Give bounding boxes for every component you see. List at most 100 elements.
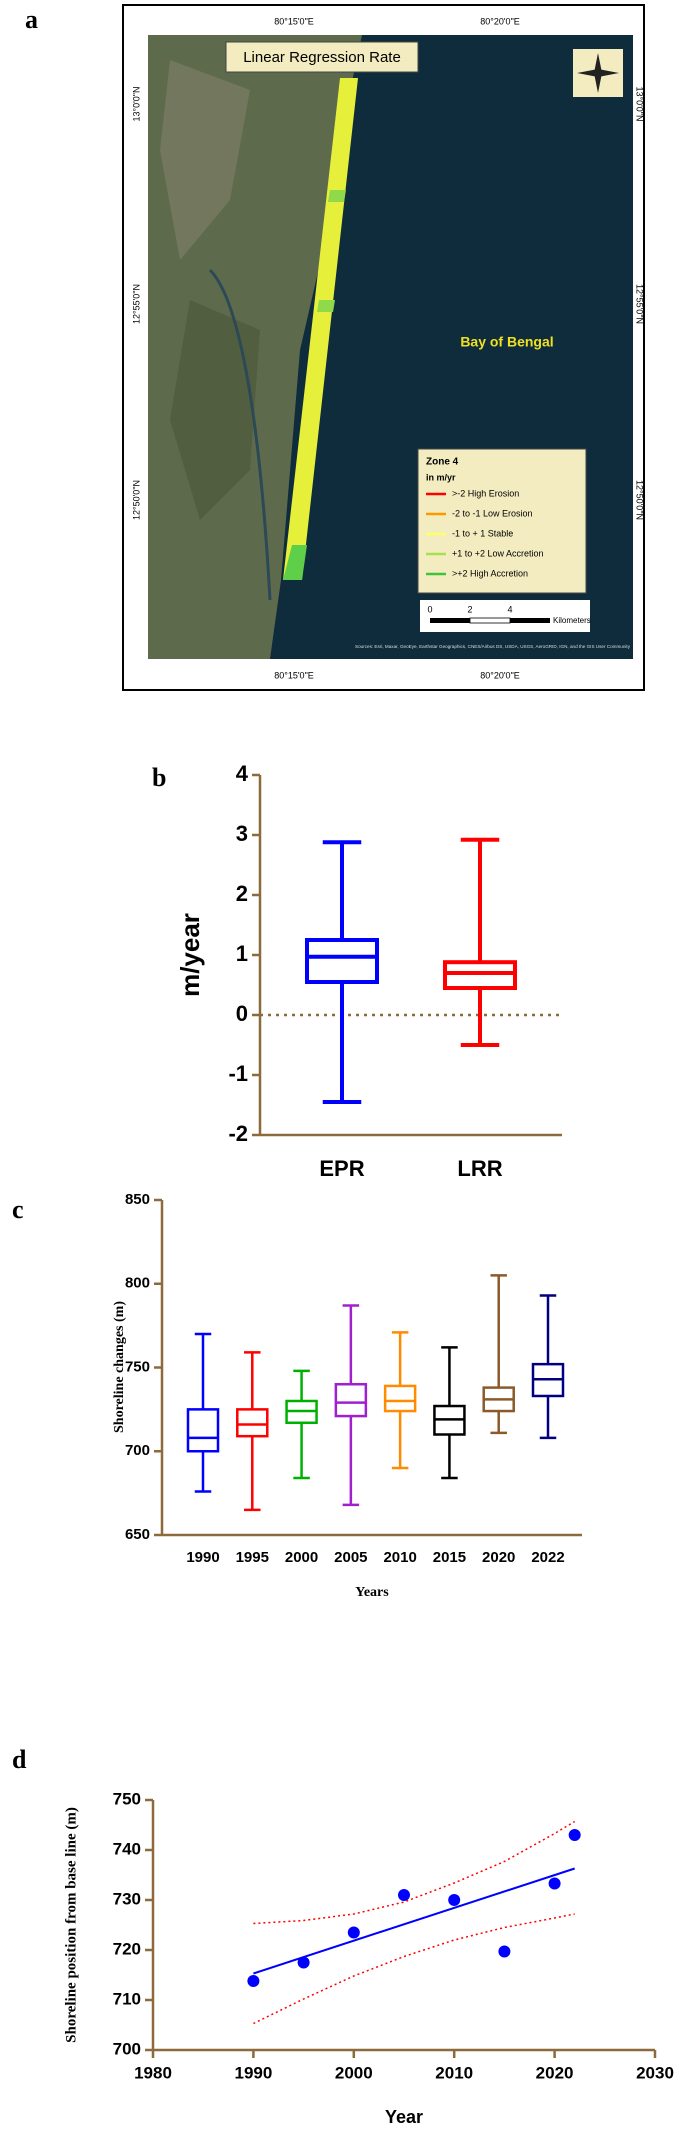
x-tick-label: 2010 bbox=[435, 2063, 473, 2082]
y-tick-label: 750 bbox=[113, 1789, 141, 1808]
y-tick-label: 720 bbox=[113, 1939, 141, 1958]
map-title-box bbox=[225, 41, 419, 73]
x-tick-label: 1990 bbox=[234, 2063, 272, 2082]
box bbox=[186, 1408, 220, 1453]
y-tick-label: 750 bbox=[125, 1358, 150, 1375]
y-tick-label: 800 bbox=[125, 1275, 150, 1292]
y-tick-label: 740 bbox=[113, 1839, 141, 1858]
lat-label: 12°55'0"N bbox=[635, 284, 645, 324]
data-point bbox=[448, 1894, 461, 1906]
data-point bbox=[498, 1945, 511, 1958]
data-point bbox=[568, 1829, 581, 1841]
coast-band bbox=[283, 545, 307, 580]
legend-label: >+2 High Accretion bbox=[452, 568, 528, 578]
legend-unit: in m/yr bbox=[426, 472, 456, 482]
y-tick-label: 1 bbox=[236, 941, 248, 966]
map-panel: a Linear Regression Rate Bay of Bengal 8… bbox=[25, 4, 645, 691]
x-tick-label: 1995 bbox=[236, 1549, 269, 1566]
x-axis-label: Year bbox=[385, 2107, 423, 2127]
box bbox=[383, 1384, 417, 1413]
data-point bbox=[548, 1877, 561, 1890]
panel-label: b bbox=[152, 763, 166, 792]
y-tick-label: 4 bbox=[236, 761, 249, 786]
y-axis-label: m/year bbox=[175, 913, 205, 997]
confidence-band bbox=[253, 1820, 576, 1925]
scale-unit: Kilometers bbox=[553, 616, 591, 625]
data-point bbox=[347, 1926, 360, 1939]
x-tick-label: 2022 bbox=[531, 1549, 564, 1566]
confidence-band bbox=[253, 1913, 575, 2025]
legend-box bbox=[417, 448, 587, 594]
x-tick-label: 1990 bbox=[186, 1549, 219, 1566]
scale-bar bbox=[469, 617, 511, 624]
legend-label: -2 to -1 Low Erosion bbox=[452, 508, 533, 518]
x-tick-label: LRR bbox=[457, 1156, 502, 1181]
box bbox=[334, 1383, 368, 1418]
y-tick-label: 2 bbox=[236, 881, 248, 906]
lon-label: 80°15'0"E bbox=[274, 670, 314, 680]
scale-bar bbox=[510, 618, 550, 623]
coast-band bbox=[317, 300, 335, 312]
box bbox=[236, 1408, 269, 1438]
land-texture bbox=[170, 300, 260, 520]
coast-band bbox=[328, 190, 346, 202]
y-tick-label: 850 bbox=[125, 1191, 150, 1208]
y-tick-label: -2 bbox=[228, 1121, 248, 1146]
y-tick-label: 710 bbox=[113, 1989, 141, 2008]
x-tick-label: 2020 bbox=[482, 1549, 515, 1566]
y-tick-label: 700 bbox=[125, 1442, 150, 1459]
scale-tick: 2 bbox=[467, 604, 472, 614]
scale-bar bbox=[430, 618, 470, 623]
lat-label: 12°50'0"N bbox=[131, 480, 141, 520]
x-tick-label: 1980 bbox=[134, 2063, 172, 2082]
y-tick-label: 700 bbox=[113, 2039, 141, 2058]
box bbox=[305, 938, 379, 984]
map-credits: Sources: Esri, Maxar, GeoEye, Earthstar … bbox=[355, 644, 631, 649]
data-point bbox=[247, 1975, 260, 1987]
regression-line bbox=[253, 1867, 575, 1975]
lon-label: 80°15'0"E bbox=[274, 16, 314, 26]
legend-label: +1 to +2 Low Accretion bbox=[452, 548, 544, 558]
panel-label: d bbox=[12, 1745, 27, 1774]
x-tick-label: 2030 bbox=[636, 2063, 674, 2082]
x-tick-label: 2000 bbox=[335, 2063, 373, 2082]
panel-label: a bbox=[25, 5, 38, 34]
compass bbox=[577, 69, 619, 77]
y-tick-label: -1 bbox=[228, 1061, 248, 1086]
land-texture bbox=[160, 60, 250, 260]
x-tick-label: 2005 bbox=[334, 1549, 367, 1566]
data-point bbox=[297, 1956, 310, 1969]
legend-title: Zone 4 bbox=[426, 457, 459, 468]
x-tick-label: 2000 bbox=[285, 1549, 318, 1566]
y-axis-label: Shoreline changes (m) bbox=[112, 1301, 127, 1433]
y-tick-label: 0 bbox=[236, 1001, 248, 1026]
lon-label: 80°20'0"E bbox=[480, 16, 520, 26]
y-tick-label: 650 bbox=[125, 1526, 150, 1543]
x-tick-label: 2010 bbox=[383, 1549, 416, 1566]
lat-label: 13°0'0"N bbox=[131, 86, 141, 121]
lat-label: 12°50'0"N bbox=[635, 480, 645, 520]
y-axis-label: Shoreline position from base line (m) bbox=[63, 1807, 79, 2043]
sea-label: Bay of Bengal bbox=[460, 334, 553, 350]
box bbox=[443, 960, 517, 991]
legend-label: >-2 High Erosion bbox=[452, 488, 519, 498]
scale-box bbox=[420, 600, 590, 632]
x-tick-label: EPR bbox=[319, 1156, 364, 1181]
lat-label: 13°0'0"N bbox=[635, 86, 645, 121]
river bbox=[208, 268, 272, 601]
data-point bbox=[398, 1889, 410, 1901]
y-tick-label: 730 bbox=[113, 1889, 141, 1908]
legend-label: -1 to + 1 Stable bbox=[452, 528, 513, 538]
scale-tick: 4 bbox=[507, 604, 512, 614]
x-tick-label: 2020 bbox=[536, 2063, 574, 2082]
y-tick-label: 3 bbox=[236, 821, 248, 846]
coast-strip bbox=[283, 78, 358, 580]
scale-tick: 0 bbox=[427, 604, 432, 614]
x-tick-label: 2015 bbox=[433, 1549, 466, 1566]
panel-label: c bbox=[12, 1195, 24, 1224]
map-title: Linear Regression Rate bbox=[243, 49, 401, 66]
lat-label: 12°55'0"N bbox=[131, 284, 141, 324]
x-axis-label: Years bbox=[355, 1585, 389, 1600]
lon-label: 80°20'0"E bbox=[480, 670, 520, 680]
